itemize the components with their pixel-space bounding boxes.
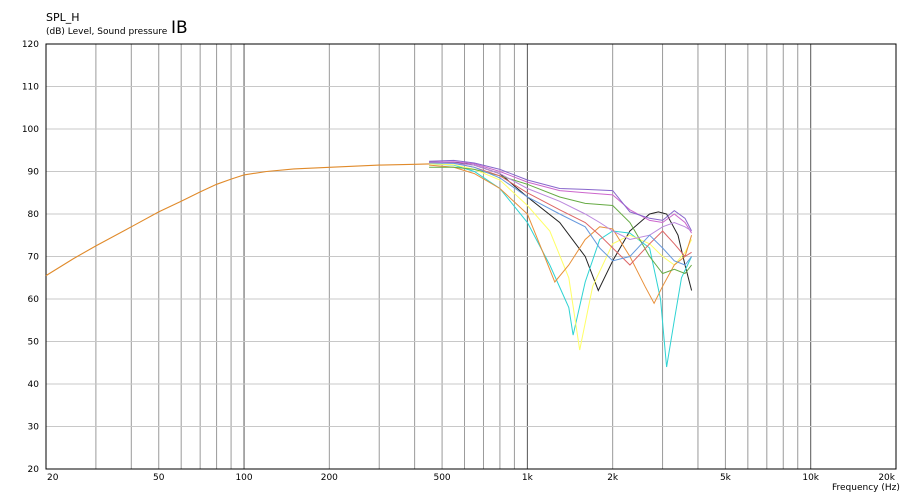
series-line: [429, 161, 693, 234]
y-tick-label: 60: [28, 295, 40, 305]
grid: [46, 44, 896, 469]
chart-title: SPL_H: [46, 11, 80, 24]
x-tick-label: 50: [153, 473, 165, 483]
y-tick-label: 120: [22, 40, 39, 50]
x-tick-label: 5k: [720, 473, 732, 483]
x-tick-label: 100: [235, 473, 252, 483]
y-tick-label: 40: [28, 380, 40, 390]
y-tick-label: 30: [28, 423, 40, 433]
y-tick-label: 20: [28, 465, 40, 475]
x-tick-label: 2k: [607, 473, 619, 483]
series-line: [429, 162, 692, 241]
y-tick-label: 90: [28, 168, 40, 178]
x-tick-label: 1k: [522, 473, 534, 483]
chart-subtitle: (dB) Level, Sound pressure: [46, 27, 168, 37]
y-tick-label: 70: [28, 253, 40, 263]
y-tick-label: 80: [28, 210, 40, 220]
y-tick-label: 100: [22, 125, 39, 135]
x-tick-label: 200: [321, 473, 338, 483]
series-line: [429, 162, 692, 266]
series-line: [429, 163, 693, 351]
chart-tag: IB: [171, 18, 188, 38]
plot-frame: [45, 43, 897, 470]
x-axis-label: Frequency (Hz): [832, 483, 900, 493]
series-line: [429, 161, 693, 292]
x-tick-label: 20k: [878, 473, 895, 483]
x-tick-label: 20: [47, 473, 59, 483]
series-line: [429, 166, 692, 275]
x-axis-ticks: 20 50 100 200 500 1k 2k 5k 10k 20k: [47, 473, 896, 483]
y-axis-ticks: 20 30 40 50 60 70 80 90 100 110 120: [22, 40, 39, 475]
series-line: [429, 163, 693, 368]
y-tick-label: 50: [28, 338, 40, 348]
x-tick-label: 10k: [802, 473, 819, 483]
y-tick-label: 110: [22, 83, 39, 93]
series-line: [429, 164, 693, 305]
curves: [45, 159, 693, 368]
series-line: [429, 159, 693, 232]
common-low-frequency-line: [45, 163, 430, 277]
x-tick-label: 500: [433, 473, 450, 483]
series-line: [429, 162, 692, 266]
